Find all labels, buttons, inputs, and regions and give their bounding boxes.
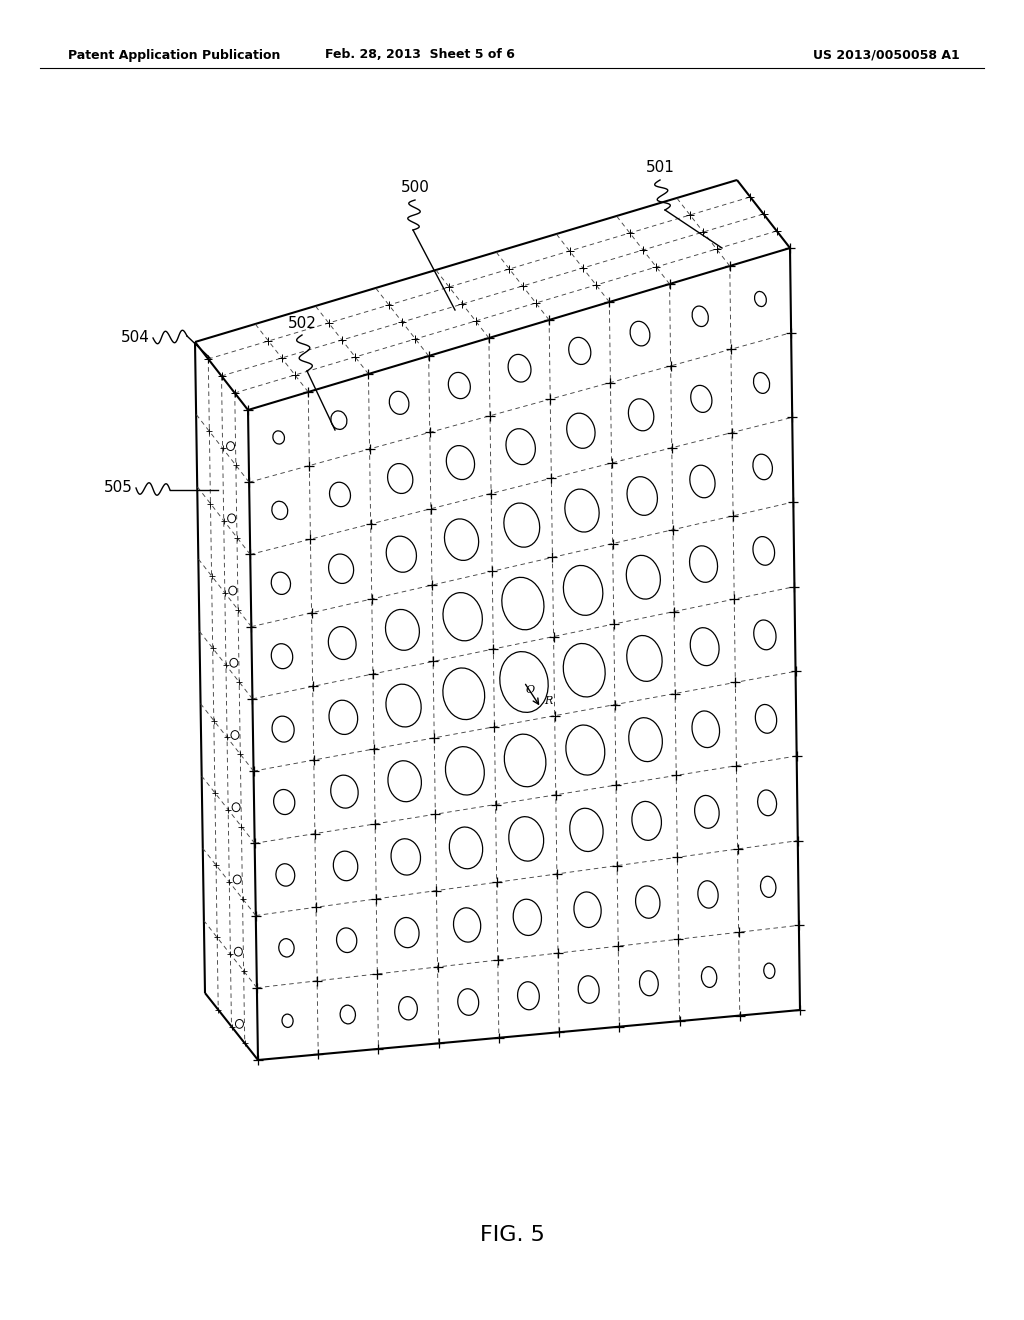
Text: US 2013/0050058 A1: US 2013/0050058 A1 (813, 49, 961, 62)
Text: R: R (544, 696, 552, 706)
Text: 502: 502 (288, 315, 316, 330)
Text: FIG. 5: FIG. 5 (479, 1225, 545, 1245)
Text: Patent Application Publication: Patent Application Publication (68, 49, 281, 62)
Text: 500: 500 (400, 181, 429, 195)
Text: Feb. 28, 2013  Sheet 5 of 6: Feb. 28, 2013 Sheet 5 of 6 (325, 49, 515, 62)
Text: O: O (526, 685, 536, 696)
Text: 505: 505 (103, 480, 132, 495)
Text: 504: 504 (121, 330, 150, 346)
Text: 501: 501 (645, 161, 675, 176)
